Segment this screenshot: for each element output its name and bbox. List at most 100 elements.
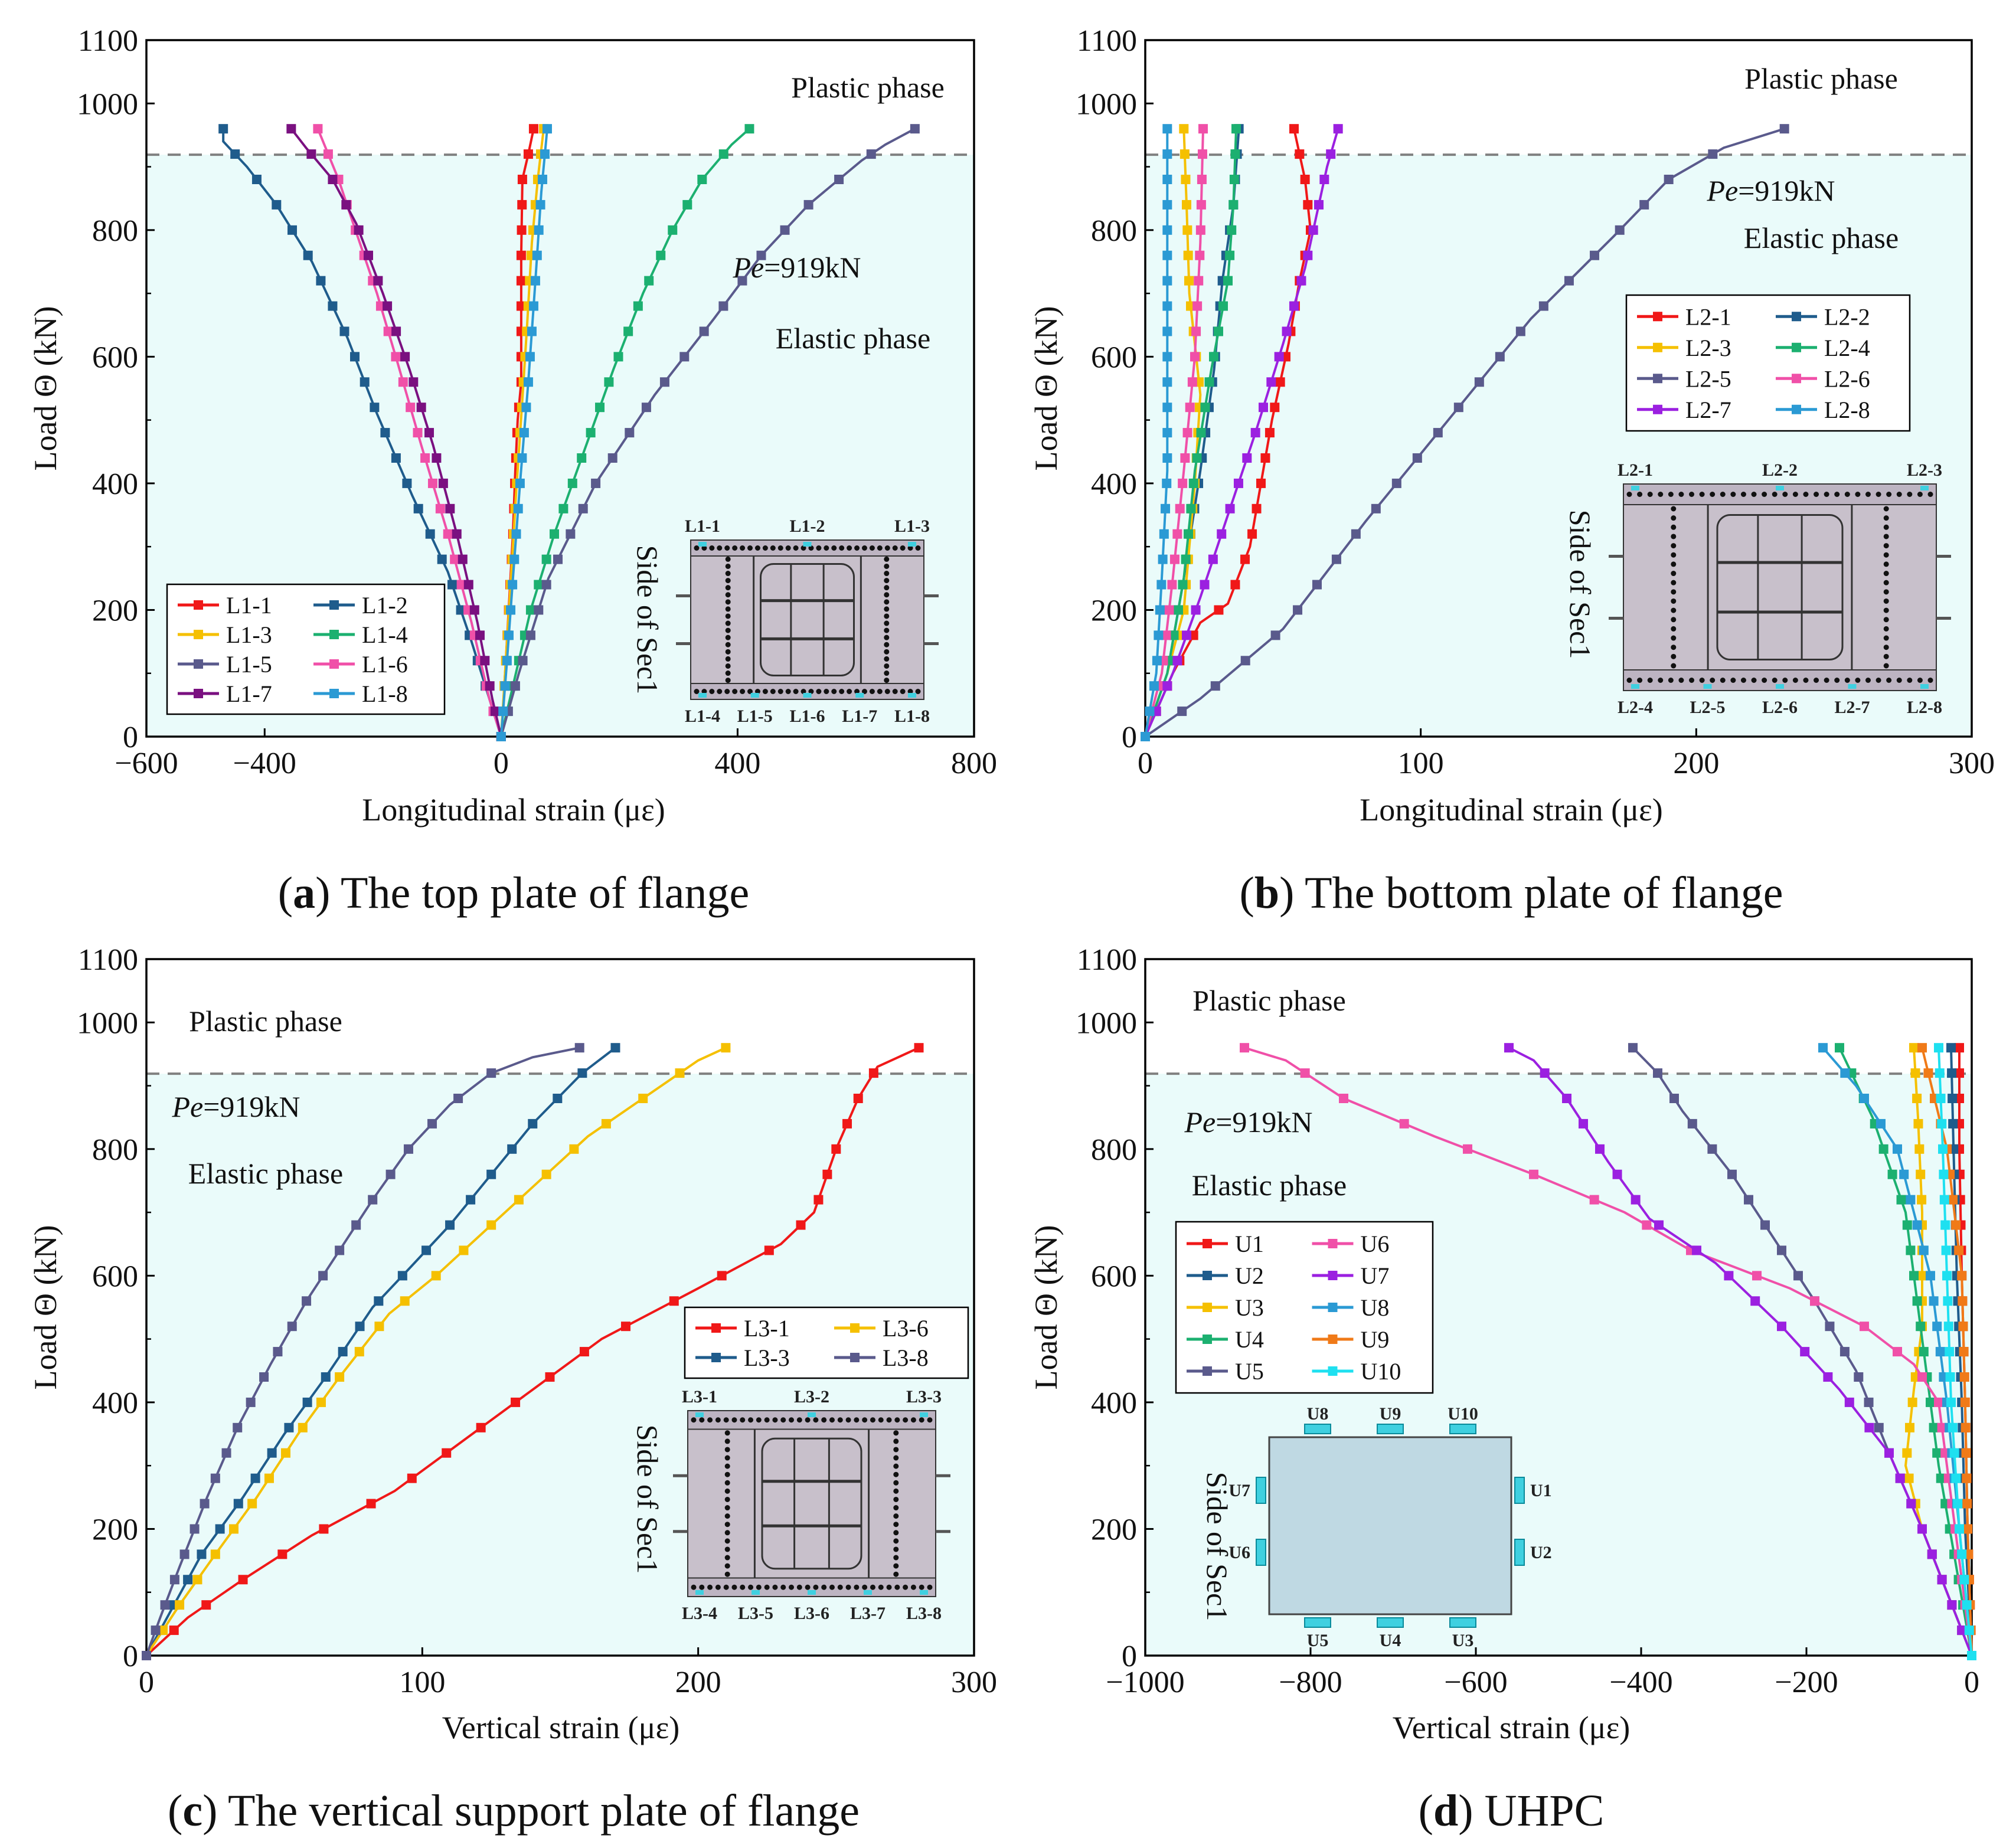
bolt xyxy=(1927,678,1933,683)
y-tick-label: 1100 xyxy=(1077,24,1137,58)
x-tick-label: 800 xyxy=(951,747,997,780)
bolt xyxy=(724,1480,730,1486)
series-marker-L1-4 xyxy=(718,149,728,159)
bolt xyxy=(884,585,890,591)
y-tick-label: 0 xyxy=(123,1640,138,1673)
series-marker-U7 xyxy=(1724,1271,1734,1281)
plastic-phase-label: Plastic phase xyxy=(1744,62,1898,95)
series-marker-U7 xyxy=(1937,1575,1947,1585)
gauge-label-bottom: L2-5 xyxy=(1690,698,1726,717)
series-marker-U7 xyxy=(1750,1296,1760,1306)
y-tick-label: 600 xyxy=(1091,1260,1137,1293)
x-axis-label: Vertical strain (με) xyxy=(442,1710,679,1745)
bolt xyxy=(862,1584,868,1590)
y-tick-label: 1000 xyxy=(1076,1006,1137,1040)
inner-cell xyxy=(760,563,855,676)
series-marker-L3-6 xyxy=(721,1043,731,1053)
section-inset: Side of Sec1 L2-1 L2-2 L2-3 L2-4 L2-5 L2-6 L2-7… xyxy=(1564,460,1951,717)
bolt xyxy=(884,545,890,551)
bolt xyxy=(1647,678,1653,683)
bolt xyxy=(884,613,890,619)
series-marker-U10 xyxy=(1939,1169,1949,1179)
bolt xyxy=(691,1584,697,1590)
bolt xyxy=(870,1584,875,1590)
series-marker-U7 xyxy=(1692,1245,1701,1255)
series-marker-L2-7 xyxy=(1242,453,1252,463)
bolt xyxy=(1896,492,1902,497)
bolt xyxy=(903,1584,909,1590)
gauge-marker xyxy=(1449,1617,1476,1628)
series-marker-L3-3 xyxy=(321,1372,331,1382)
bolt xyxy=(919,1584,924,1590)
legend-label-L2-1: L2-1 xyxy=(1685,303,1731,330)
series-marker-U10 xyxy=(1938,1144,1948,1154)
series-marker-L3-8 xyxy=(160,1600,170,1610)
gauge-marker xyxy=(698,542,707,547)
series-marker-L1-5 xyxy=(756,250,766,260)
bolt xyxy=(893,1563,899,1569)
series-marker-L3-3 xyxy=(267,1448,277,1458)
bolt xyxy=(884,670,890,676)
legend-label-L3-1: L3-1 xyxy=(744,1315,790,1342)
gauge-label: U5 xyxy=(1307,1631,1329,1650)
bolt xyxy=(884,627,890,633)
gauge-marker xyxy=(803,693,812,698)
bolt xyxy=(884,606,890,612)
bolt xyxy=(907,689,913,694)
uhpc-section xyxy=(1268,1436,1512,1615)
series-marker-U7 xyxy=(1595,1144,1605,1154)
series-marker-U10 xyxy=(1955,1524,1964,1534)
series-marker-L2-5 xyxy=(1351,529,1361,539)
bolt xyxy=(847,545,852,551)
x-tick-label: 300 xyxy=(1949,747,1995,780)
series-marker-L2-5 xyxy=(1590,250,1600,260)
bolt xyxy=(724,1522,730,1528)
series-marker-L3-3 xyxy=(507,1144,517,1154)
gauge-label-bottom: L3-6 xyxy=(794,1604,829,1623)
series-marker-U4 xyxy=(1919,1347,1929,1357)
series-marker-L2-4 xyxy=(1188,478,1198,488)
bolt xyxy=(1883,598,1889,604)
series-marker-L1-8 xyxy=(519,428,529,438)
series-marker-L3-1 xyxy=(620,1322,630,1332)
bolt xyxy=(854,545,860,551)
series-marker-L2-5 xyxy=(1664,175,1674,184)
legend-marker-L2-6 xyxy=(1792,374,1801,384)
series-marker-L3-1 xyxy=(169,1625,179,1636)
series-marker-L2-7 xyxy=(1162,681,1172,691)
series-marker-L3-1 xyxy=(868,1068,878,1078)
bolt xyxy=(877,545,883,551)
series-marker-U6 xyxy=(1860,1322,1869,1332)
series-marker-L2-7 xyxy=(1200,580,1210,590)
series-marker-U6 xyxy=(1752,1271,1762,1281)
bolt xyxy=(884,663,890,669)
gauge-label-top: L3-2 xyxy=(794,1387,829,1407)
series-marker-L1-5 xyxy=(737,276,747,286)
gauge-label-bottom: L2-4 xyxy=(1618,698,1653,717)
bolt xyxy=(748,1417,754,1423)
series-marker-L2-8 xyxy=(1162,225,1172,235)
series-marker-L3-3 xyxy=(577,1068,587,1078)
series-marker-L3-6 xyxy=(514,1195,524,1205)
series-marker-L2-7 xyxy=(1274,352,1284,362)
bolt xyxy=(900,689,906,694)
plastic-phase-label: Plastic phase xyxy=(791,71,945,104)
bolt xyxy=(747,545,753,551)
series-marker-L2-4 xyxy=(1169,630,1179,640)
series-marker-L3-1 xyxy=(366,1499,376,1509)
series-marker-U5 xyxy=(1707,1144,1717,1154)
series-marker-L2-1 xyxy=(1252,503,1262,513)
series-marker-U6 xyxy=(1240,1043,1249,1053)
bolt xyxy=(839,545,845,551)
series-marker-L3-6 xyxy=(569,1144,579,1154)
series-marker-L1-7 xyxy=(475,630,485,640)
legend-label-L3-6: L3-6 xyxy=(883,1315,929,1342)
gauge-marker xyxy=(1377,1617,1404,1628)
gauge-label: U6 xyxy=(1228,1543,1250,1562)
gauge-marker xyxy=(751,1590,760,1595)
bolt xyxy=(869,689,875,694)
gauge-marker xyxy=(1631,684,1639,689)
bolt xyxy=(884,599,890,605)
bolt xyxy=(893,1571,899,1577)
bolt xyxy=(1883,607,1889,613)
